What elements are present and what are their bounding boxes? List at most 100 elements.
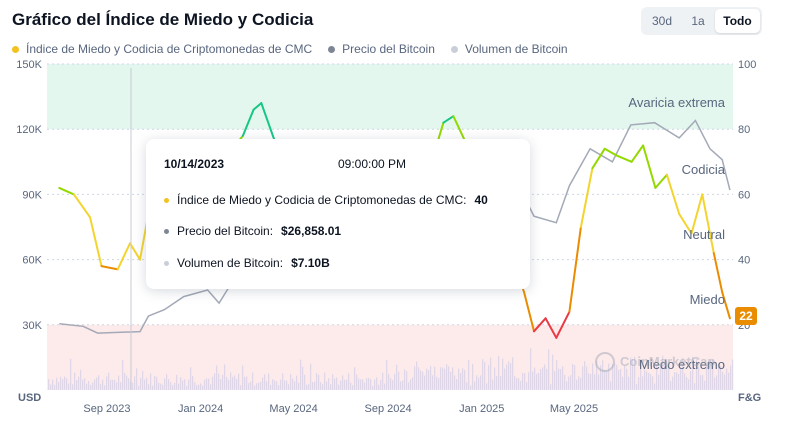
volume-bar — [676, 372, 678, 390]
volume-bar — [320, 382, 322, 390]
volume-bar — [238, 373, 240, 390]
volume-bar — [640, 359, 642, 390]
volume-bar — [156, 376, 158, 390]
x-tick-label: Jan 2024 — [178, 403, 223, 415]
volume-bar — [600, 365, 602, 390]
volume-bar — [516, 378, 518, 390]
volume-bar — [208, 378, 210, 390]
volume-bar — [434, 366, 436, 390]
volume-bar — [518, 378, 520, 390]
fear-greed-segment — [72, 193, 91, 219]
volume-bar — [642, 376, 644, 390]
legend-item-btc-price[interactable]: Precio del Bitcoin — [328, 42, 435, 56]
volume-bar — [280, 379, 282, 390]
volume-bar — [592, 363, 594, 390]
tooltip-value: $7.10B — [291, 256, 330, 270]
volume-bar — [200, 383, 202, 390]
volume-bar — [186, 385, 188, 390]
volume-bar — [408, 382, 410, 390]
volume-bar — [704, 380, 706, 390]
volume-bar — [352, 385, 354, 390]
volume-bar — [670, 381, 672, 390]
volume-bar — [596, 361, 598, 390]
legend-item-btc-volume[interactable]: Volumen de Bitcoin — [450, 42, 568, 56]
volume-bar — [118, 375, 120, 390]
volume-bar — [100, 384, 102, 390]
volume-bar — [404, 369, 406, 390]
volume-bar — [500, 375, 502, 390]
volume-bar — [106, 376, 108, 390]
volume-bar — [330, 384, 332, 390]
volume-bar — [630, 357, 632, 390]
legend-item-fear-greed[interactable]: Índice de Miedo y Codicia de Criptomoned… — [12, 42, 312, 56]
fear-greed-segment — [544, 317, 558, 339]
volume-bar — [562, 366, 564, 390]
fear-greed-segment — [678, 213, 693, 235]
range-1y-button[interactable]: 1a — [691, 14, 705, 28]
volume-bar — [348, 373, 350, 390]
volume-bar — [166, 374, 168, 390]
volume-bar — [98, 375, 100, 390]
volume-bar — [590, 373, 592, 390]
y-right-tick-label: 100 — [738, 59, 756, 71]
volume-bar — [414, 366, 416, 390]
volume-bar — [400, 381, 402, 390]
volume-bar — [236, 378, 238, 390]
range-30d-button[interactable]: 30d — [651, 14, 673, 28]
fear-greed-segment — [665, 173, 681, 215]
volume-bar — [344, 379, 346, 390]
volume-bar — [418, 367, 420, 390]
volume-bar — [336, 377, 338, 390]
volume-bar — [582, 366, 584, 390]
volume-bar — [194, 382, 196, 390]
volume-bar — [376, 377, 378, 390]
fear-greed-segment — [712, 252, 724, 294]
volume-bar — [318, 374, 320, 390]
volume-bar — [338, 384, 340, 390]
volume-bar — [314, 381, 316, 390]
volume-bar — [120, 382, 122, 390]
fear-greed-segment — [721, 291, 731, 320]
volume-bar — [162, 384, 164, 390]
volume-bar — [702, 374, 704, 390]
volume-bar — [584, 361, 586, 390]
volume-bar — [398, 371, 400, 390]
volume-bar — [618, 369, 620, 390]
fear-greed-segment — [591, 147, 606, 170]
volume-bar — [450, 371, 452, 390]
volume-bar — [700, 375, 702, 390]
volume-bar — [126, 375, 128, 390]
volume-bar — [64, 376, 66, 390]
volume-bar — [108, 372, 110, 390]
volume-bar — [460, 372, 462, 390]
volume-bar — [292, 378, 294, 390]
volume-bar — [364, 382, 366, 390]
volume-bar — [394, 373, 396, 390]
volume-bar — [608, 363, 610, 390]
x-tick-label: Jan 2025 — [459, 403, 504, 415]
volume-bar — [390, 378, 392, 390]
legend-dot-icon — [450, 45, 458, 53]
volume-bar — [284, 380, 286, 390]
x-tick-label: Sep 2023 — [83, 403, 130, 415]
legend-label: Precio del Bitcoin — [342, 42, 435, 56]
tooltip: 10/14/2023 09:00:00 PM Índice de Miedo y… — [146, 139, 530, 289]
volume-bar — [228, 379, 230, 390]
volume-bar — [148, 384, 150, 390]
range-all-button[interactable]: Todo — [715, 9, 760, 33]
volume-bar — [380, 379, 382, 390]
volume-bar — [456, 379, 458, 390]
volume-bar — [366, 378, 368, 390]
volume-bar — [714, 377, 716, 390]
volume-bar — [172, 385, 174, 390]
volume-bar — [586, 366, 588, 390]
volume-bar — [464, 369, 466, 390]
volume-bar — [88, 381, 90, 390]
volume-bar — [514, 375, 516, 390]
volume-bar — [564, 374, 566, 390]
volume-bar — [70, 358, 72, 390]
volume-bar — [476, 375, 478, 390]
volume-bar — [680, 367, 682, 390]
fear-greed-segment — [241, 108, 255, 137]
